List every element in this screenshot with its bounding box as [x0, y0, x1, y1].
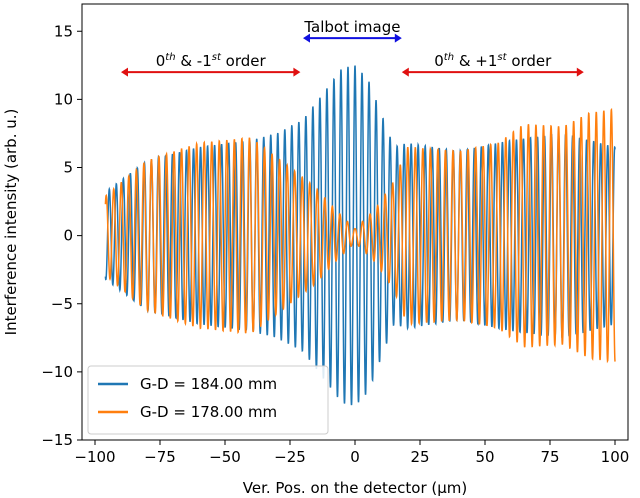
- legend-box: [87, 365, 329, 435]
- annotation-arrow-head: [401, 67, 409, 77]
- y-tick-label: 10: [54, 90, 73, 108]
- series-lines: [104, 65, 616, 406]
- x-tick-label: 100: [601, 448, 630, 466]
- x-tick-label: −75: [144, 448, 176, 466]
- y-tick-label: 0: [63, 227, 73, 245]
- annotation-arrow-head: [293, 67, 301, 77]
- x-tick-label: −100: [74, 448, 115, 466]
- y-tick-label: −10: [41, 363, 73, 381]
- annotations: 0th & -1st order Talbot image 0th & +1st o…: [121, 18, 584, 77]
- legend: G-D = 184.00 mm G-D = 178.00 mm: [87, 365, 329, 435]
- legend-label: G-D = 178.00 mm: [140, 403, 277, 421]
- annotation-arrow-head: [303, 33, 310, 43]
- annotation-label: 0th & +1st order: [434, 52, 552, 70]
- x-tick-label: 0: [350, 448, 360, 466]
- annotation-arrow-head: [121, 67, 128, 77]
- x-tick-label: −50: [209, 448, 241, 466]
- x-tick-label: 50: [475, 448, 494, 466]
- annotation-arrow-head: [576, 67, 584, 77]
- x-tick-label: 75: [540, 448, 559, 466]
- series-line: [104, 107, 616, 364]
- x-axis-label: Ver. Pos. on the detector (μm): [243, 479, 468, 497]
- legend-label: G-D = 184.00 mm: [140, 375, 277, 393]
- y-axis-label: Interference intensity (arb. u.): [2, 109, 20, 336]
- y-tick-label: −15: [41, 431, 73, 449]
- y-tick-label: 5: [63, 159, 73, 177]
- x-tick-label: 25: [410, 448, 429, 466]
- x-tick-label: −25: [274, 448, 306, 466]
- y-tick-label: 15: [54, 22, 73, 40]
- y-tick-label: −5: [51, 295, 73, 313]
- series-line: [104, 65, 616, 406]
- annotation-label: Talbot image: [303, 18, 400, 36]
- annotation-arrow-head: [394, 33, 402, 43]
- annotation-label: 0th & -1st order: [156, 52, 267, 70]
